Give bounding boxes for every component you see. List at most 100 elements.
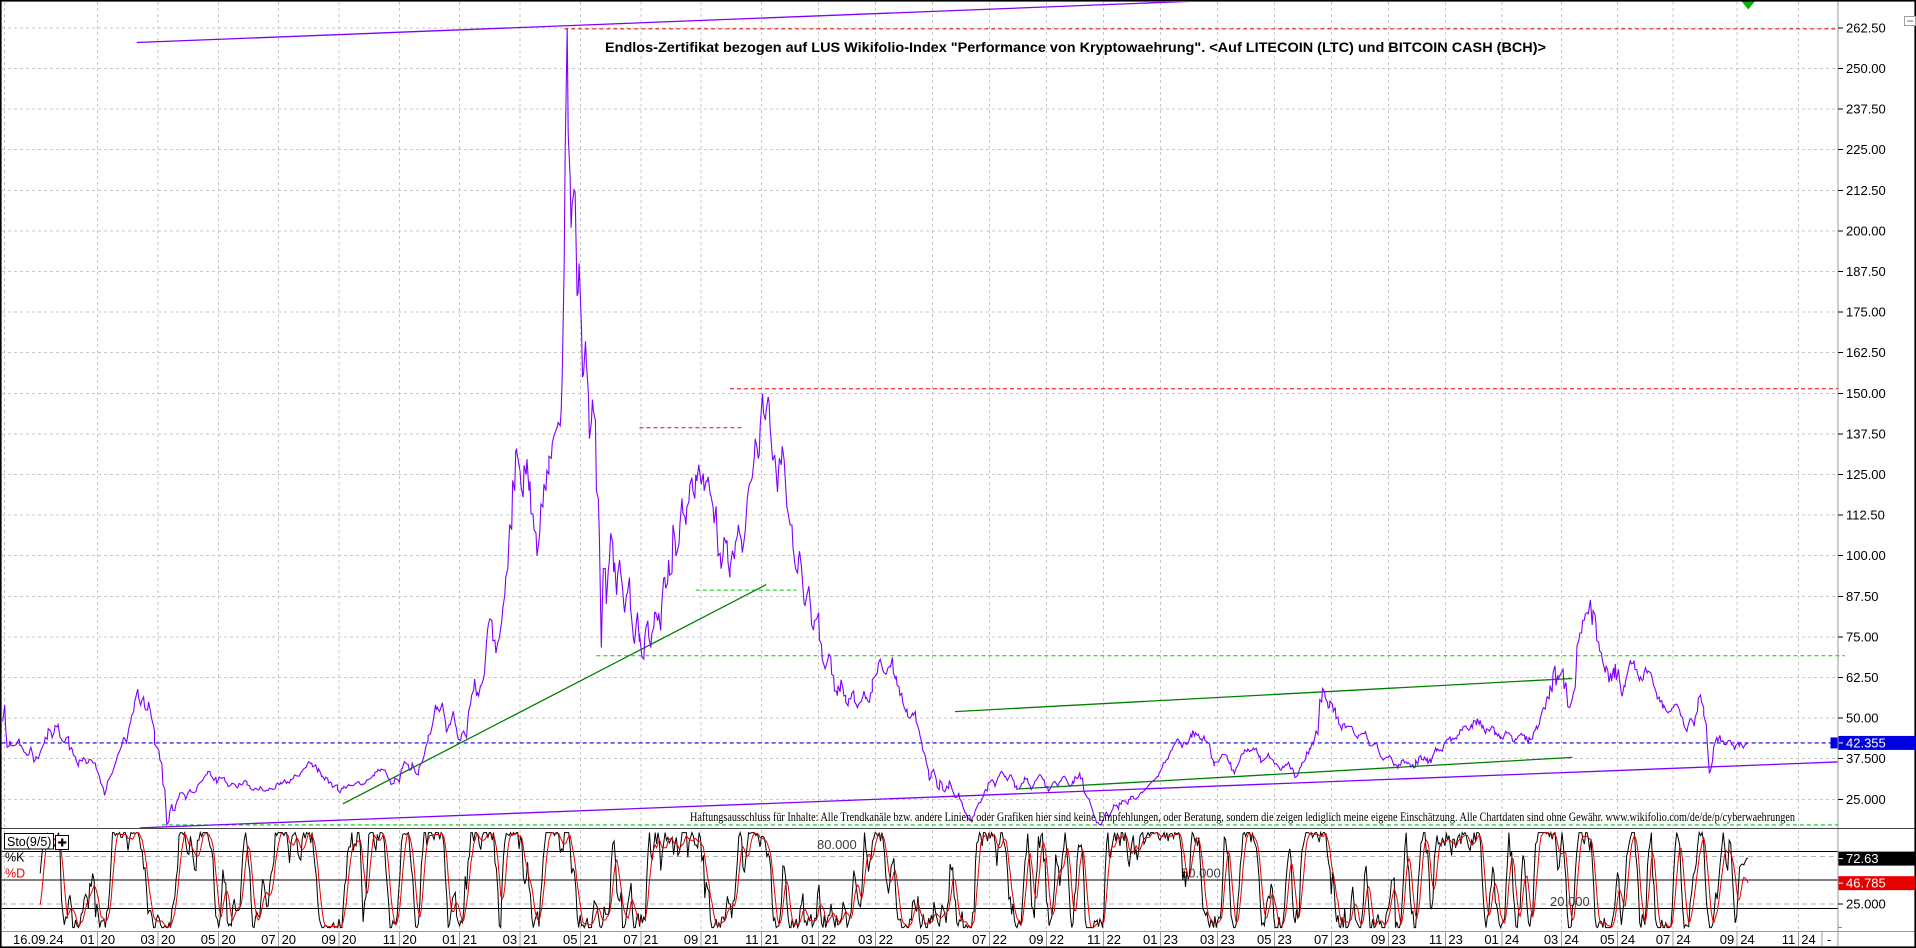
uptrend-2022-2024-top [954,677,1573,713]
stochastic-d-line [39,831,1749,929]
sto-tick-label: 25.000 [1846,896,1886,911]
time-month-label: 11 [383,932,397,947]
time-year-label: 21 [765,932,779,947]
time-year-label: 24 [1564,932,1578,947]
time-year-label: 21 [523,932,537,947]
time-month-label: 05 [915,932,929,947]
price-tick-label: 225.00 [1846,142,1886,157]
price-tick-label: 162.50 [1846,345,1886,360]
time-year-label: 22 [936,932,950,947]
time-month-label: 05 [1257,932,1271,947]
price-tick-label: 212.50 [1846,183,1886,198]
price-tick-label: 25.000 [1846,792,1886,807]
price-tick-label: 200.00 [1846,223,1886,238]
current-price-box [1838,735,1915,750]
time-year-label: 24 [1621,932,1635,947]
time-month-label: 07 [972,932,986,947]
time-year-label: 20 [282,932,296,947]
time-month-label: 03 [140,932,154,947]
price-tick-label: 175.00 [1846,305,1886,320]
time-month-label: 03 [1544,932,1558,947]
plus-icon [58,838,67,847]
price-tick-label: 112.50 [1846,508,1885,523]
time-year-label: 21 [644,932,658,947]
sto-d-value-box [1838,876,1915,891]
time-month-label: 07 [261,932,275,947]
time-year-label: 23 [1277,932,1291,947]
time-year-label: 23 [1448,932,1462,947]
time-month-label: 11 [1782,932,1796,947]
price-tick-label: 262.50 [1846,20,1886,35]
time-year-label: 21 [584,932,598,947]
uptrend-2020-2021 [342,584,767,805]
time-month-label: 11 [745,932,759,947]
time-year-label: 20 [101,932,115,947]
price-tick-label: 187.50 [1846,264,1886,279]
time-year-label: 23 [1334,932,1348,947]
collapse-icon[interactable] [1904,16,1916,26]
sto-d-value-label: 46.785 [1846,876,1886,891]
time-month-label: 09 [684,932,698,947]
gridlines [2,2,1844,931]
time-year-label: 23 [1220,932,1234,947]
time-month-label: 01 [1143,932,1157,947]
disclaimer-text: Haftungsausschluss für Inhalte: Alle Tre… [690,810,1796,824]
current-price-label: 42.355 [1846,735,1886,750]
price-tick-label: 137.50 [1846,426,1886,441]
sto-level-label-80: 80.000 [817,837,857,852]
time-year-label: 20 [342,932,356,947]
time-year-label: 23 [1391,932,1405,947]
current-price-marker [1830,737,1838,749]
channel-bottom [139,761,1838,828]
trend-annotations [1,1,1845,828]
time-year-label: 24 [1740,932,1754,947]
time-month-label: 09 [1371,932,1385,947]
time-month-label: 07 [1656,932,1670,947]
sto-k-value-label: 72.63 [1846,851,1879,866]
border-right [1914,0,1916,948]
price-tick-label: 150.00 [1846,386,1886,401]
price-tick-label: 87.50 [1846,589,1879,604]
chart-title: Endlos-Zertifikat bezogen auf LUS Wikifo… [605,40,1546,55]
time-month-label: 03 [503,932,517,947]
top-marker [1741,1,1755,10]
time-month-label: 03 [858,932,872,947]
indicator-name-button[interactable]: Sto(9/5) [7,835,51,849]
time-month-label: 01 [80,932,94,947]
sto-k-value-box [1838,851,1915,866]
time-month-label: 01 [1484,932,1498,947]
data-series [2,28,1749,930]
price-axis[interactable]: 262.50 250.00 237.50 225.00 212.50 200.00 187.… [1830,20,1916,929]
time-month-label: 03 [1200,932,1214,947]
time-year-label: 22 [1050,932,1064,947]
time-year-label: 22 [822,932,836,947]
time-month-label: 01 [801,932,815,947]
time-year-label: 22 [993,932,1007,947]
price-tick-label: 125.00 [1846,467,1886,482]
time-month-label: 07 [1314,932,1328,947]
time-month-label: 09 [1720,932,1734,947]
time-year-label: 21 [463,932,477,947]
price-tick-label: 237.50 [1846,102,1886,117]
add-indicator-button[interactable] [55,835,69,850]
time-month-label: 09 [1029,932,1043,947]
time-month-label: 07 [623,932,637,947]
time-month-label: 05 [1600,932,1614,947]
time-year-label: 22 [1107,932,1121,947]
time-axis[interactable]: 16.09.24 01 20 03 20 05 20 07 20 09 20 11 20 01 21 03 21… [13,932,1831,947]
time-end-label: - [1827,932,1831,947]
time-year-label: 21 [704,932,718,947]
time-year-label: 24 [1676,932,1690,947]
time-month-label: 01 [442,932,456,947]
time-month-label: 11 [1429,932,1443,947]
price-tick-label: 50.00 [1846,711,1879,726]
time-year-label: 24 [1505,932,1519,947]
time-month-label: 11 [1087,932,1101,947]
stochastic-k-line [39,830,1749,930]
price-tick-label: 62.50 [1846,670,1879,685]
stochastic-k-label: %K [5,851,25,865]
time-year-label: 23 [1163,932,1177,947]
